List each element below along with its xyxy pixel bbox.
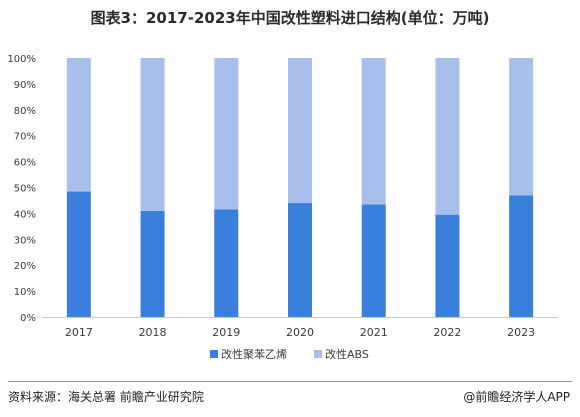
bar-segment-series1 <box>361 204 386 317</box>
x-tick-label: 2020 <box>286 326 314 339</box>
y-tick-label: 100% <box>7 54 36 65</box>
bar-segment-series1 <box>140 210 165 317</box>
chart-title: 图表3：2017-2023年中国改性塑料进口结构(单位：万吨) <box>90 9 490 27</box>
bar-segment-series2 <box>288 58 312 204</box>
y-tick-label: 80% <box>14 106 36 117</box>
x-tick-label: 2021 <box>360 326 388 339</box>
bar-segment-series1 <box>288 203 312 317</box>
x-tick-label: 2022 <box>433 326 461 339</box>
x-tick-label: 2017 <box>65 326 93 339</box>
x-tick-label: 2018 <box>139 326 167 339</box>
y-tick-label: 30% <box>14 235 36 246</box>
legend-label-series2: 改性ABS <box>325 347 369 361</box>
y-tick-label: 40% <box>14 209 36 220</box>
y-tick-label: 50% <box>14 184 36 195</box>
x-tick-label: 2019 <box>212 326 240 339</box>
bar-segment-series2 <box>361 58 386 205</box>
x-tick-label: 2023 <box>507 326 535 339</box>
y-tick-label: 10% <box>14 287 36 298</box>
y-tick-label: 70% <box>14 132 36 143</box>
brand-credit: @前瞻经济学人APP <box>463 390 570 404</box>
bar-segment-series1 <box>214 209 239 317</box>
source-note: 资料来源：海关总署 前瞻产业研究院 <box>8 390 204 404</box>
bar-segment-series2 <box>435 58 460 215</box>
y-tick-label: 60% <box>14 158 36 169</box>
legend-swatch-series2 <box>314 350 322 358</box>
legend-swatch-series1 <box>210 350 218 358</box>
legend-label-series1: 改性聚苯乙烯 <box>221 347 287 361</box>
footer-divider <box>8 381 572 382</box>
bar-segment-series2 <box>509 58 534 196</box>
y-tick-label: 0% <box>20 313 36 324</box>
bar-segment-series2 <box>214 58 239 210</box>
bar-segment-series2 <box>140 58 165 211</box>
bar-segment-series2 <box>66 58 91 192</box>
bar-segment-series1 <box>509 195 534 317</box>
y-tick-label: 90% <box>14 80 36 91</box>
bar-segment-series1 <box>66 191 91 317</box>
bar-segment-series1 <box>435 214 460 317</box>
y-tick-label: 20% <box>14 261 36 272</box>
